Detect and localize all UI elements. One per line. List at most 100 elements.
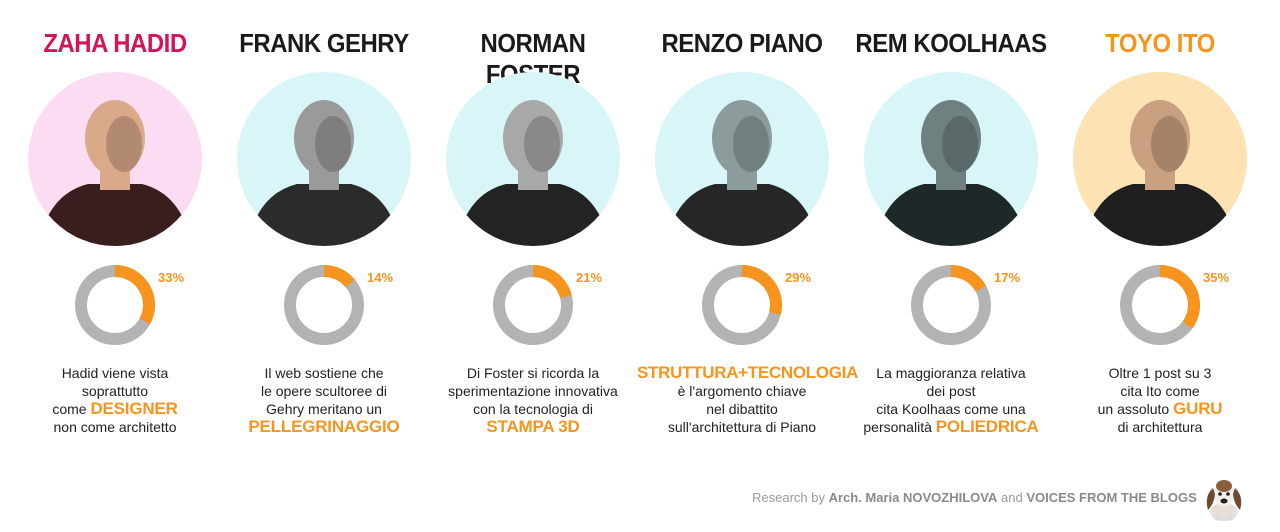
architect-name: FRANK GEHRY — [239, 28, 409, 58]
description-line: un assoluto GURU — [1055, 400, 1265, 418]
credits-prefix: Research by — [752, 490, 829, 505]
architect-column: REM KOOLHAAS 17% La maggioranza relativa de… — [846, 0, 1056, 470]
architect-column: TOYO ITO 35% Oltre 1 post su 3 cita Ito com… — [1055, 0, 1265, 470]
architect-description: Hadid viene vista soprattutto come DESIGNE… — [10, 364, 220, 436]
credits-source: VOICES FROM THE BLOGS — [1026, 490, 1197, 505]
description-highlight: STAMPA 3D — [486, 417, 580, 436]
description-line: Oltre 1 post su 3 — [1055, 364, 1265, 382]
architect-portrait — [655, 72, 829, 246]
description-line: di architettura — [1055, 418, 1265, 436]
description-text: dei post — [926, 383, 976, 399]
description-text: è l'argomento chiave — [677, 383, 807, 399]
portrait-body-shape — [1083, 184, 1237, 246]
description-line: le opere scultoree di — [219, 382, 429, 400]
architect-description: Di Foster si ricorda la sperimentazione i… — [428, 364, 638, 436]
description-text: non come architetto — [53, 419, 177, 435]
architect-description: STRUTTURA+TECNOLOGIA è l'argomento chiave… — [637, 364, 858, 436]
portrait-body-shape — [456, 184, 610, 246]
description-line: dei post — [846, 382, 1056, 400]
architect-column: NORMAN FOSTER21%Di Foster si ricorda las… — [428, 0, 638, 470]
description-line: STAMPA 3D — [428, 418, 638, 436]
portrait-body-shape — [38, 184, 192, 246]
portrait-shade-shape — [733, 116, 769, 172]
portrait-head-shape — [921, 100, 981, 176]
description-text: Hadid viene vista — [61, 365, 169, 381]
description-line: personalità POLIEDRICA — [846, 418, 1056, 436]
donut-value-arc — [284, 265, 364, 345]
description-line: Il web sostiene che — [219, 364, 429, 382]
architect-column: FRANK GEHRY 14% Il web sostiene che le oper… — [219, 0, 429, 470]
description-line: non come architetto — [10, 418, 220, 436]
portrait-head-shape — [85, 100, 145, 176]
description-text: Oltre 1 post su 3 — [1108, 365, 1212, 381]
architect-portrait — [446, 72, 620, 246]
description-line: come DESIGNER — [10, 400, 220, 418]
description-text: di architettura — [1117, 419, 1203, 435]
architect-portrait — [237, 72, 411, 246]
description-line: cita Ito come — [1055, 382, 1265, 400]
percentage-donut — [490, 262, 576, 348]
credits-middle: and — [997, 490, 1027, 505]
description-text: come — [52, 401, 91, 417]
architect-name: TOYO ITO — [1105, 28, 1215, 58]
description-line: con la tecnologia di — [428, 400, 638, 418]
percentage-donut — [281, 262, 367, 348]
percentage-label: 14% — [367, 270, 394, 285]
architect-portrait — [1073, 72, 1247, 246]
percentage-label: 29% — [785, 270, 812, 285]
portrait-shade-shape — [315, 116, 351, 172]
description-text: un assoluto — [1097, 401, 1174, 417]
portrait-shade-shape — [524, 116, 560, 172]
donut-value-arc — [75, 265, 155, 345]
portrait-shade-shape — [1151, 116, 1187, 172]
architect-name: RENZO PIANO — [661, 28, 823, 58]
portrait-head-shape — [294, 100, 354, 176]
description-text: sperimentazione innovativa — [448, 383, 618, 399]
description-line: soprattutto — [10, 382, 220, 400]
percentage-donut — [699, 262, 785, 348]
donut-value-arc — [702, 265, 782, 345]
basset-hound-icon — [1198, 470, 1250, 522]
architect-description: Il web sostiene che le opere scultoree di… — [219, 364, 429, 436]
percentage-donut — [908, 262, 994, 348]
description-text: Gehry meritano un — [266, 401, 382, 417]
description-text: sull'architettura di Piano — [667, 419, 817, 435]
credits-footer: Research by Arch. Maria NOVOZHILOVA and … — [752, 490, 1197, 505]
description-text: cita Koolhaas come una — [876, 401, 1026, 417]
portrait-body-shape — [247, 184, 401, 246]
description-line: è l'argomento chiave — [637, 382, 847, 400]
description-line: Gehry meritano un — [219, 400, 429, 418]
portrait-body-shape — [665, 184, 819, 246]
architect-portrait — [28, 72, 202, 246]
portrait-shade-shape — [106, 116, 142, 172]
description-line: nel dibattito — [637, 400, 847, 418]
description-highlight: POLIEDRICA — [935, 417, 1039, 436]
description-highlight: DESIGNER — [90, 399, 178, 418]
portrait-head-shape — [503, 100, 563, 176]
architect-portrait — [864, 72, 1038, 246]
description-line: PELLEGRINAGGIO — [219, 418, 429, 436]
description-line: sperimentazione innovativa — [428, 382, 638, 400]
architect-column: ZAHA HADID 33% Hadid viene vista soprattutt… — [10, 0, 220, 470]
description-line: Hadid viene vista — [10, 364, 220, 382]
description-text: soprattutto — [81, 383, 149, 399]
percentage-label: 17% — [994, 270, 1021, 285]
description-line: La maggioranza relativa — [846, 364, 1056, 382]
description-highlight: GURU — [1173, 399, 1223, 418]
description-text: Il web sostiene che — [264, 365, 384, 381]
portrait-head-shape — [712, 100, 772, 176]
portrait-body-shape — [874, 184, 1028, 246]
description-line: cita Koolhaas come una — [846, 400, 1056, 418]
description-highlight: PELLEGRINAGGIO — [248, 417, 400, 436]
portrait-shade-shape — [942, 116, 978, 172]
donut-value-arc — [493, 265, 573, 345]
donut-value-arc — [1120, 265, 1200, 345]
description-highlight: STRUTTURA+TECNOLOGIA — [637, 363, 859, 382]
architect-name: ZAHA HADID — [43, 28, 187, 58]
architect-name: REM KOOLHAAS — [855, 28, 1047, 58]
description-text: cita Ito come — [1120, 383, 1200, 399]
description-line: sull'architettura di Piano — [637, 418, 847, 436]
description-text: nel dibattito — [706, 401, 778, 417]
description-text: personalità — [863, 419, 936, 435]
description-text: le opere scultoree di — [260, 383, 388, 399]
